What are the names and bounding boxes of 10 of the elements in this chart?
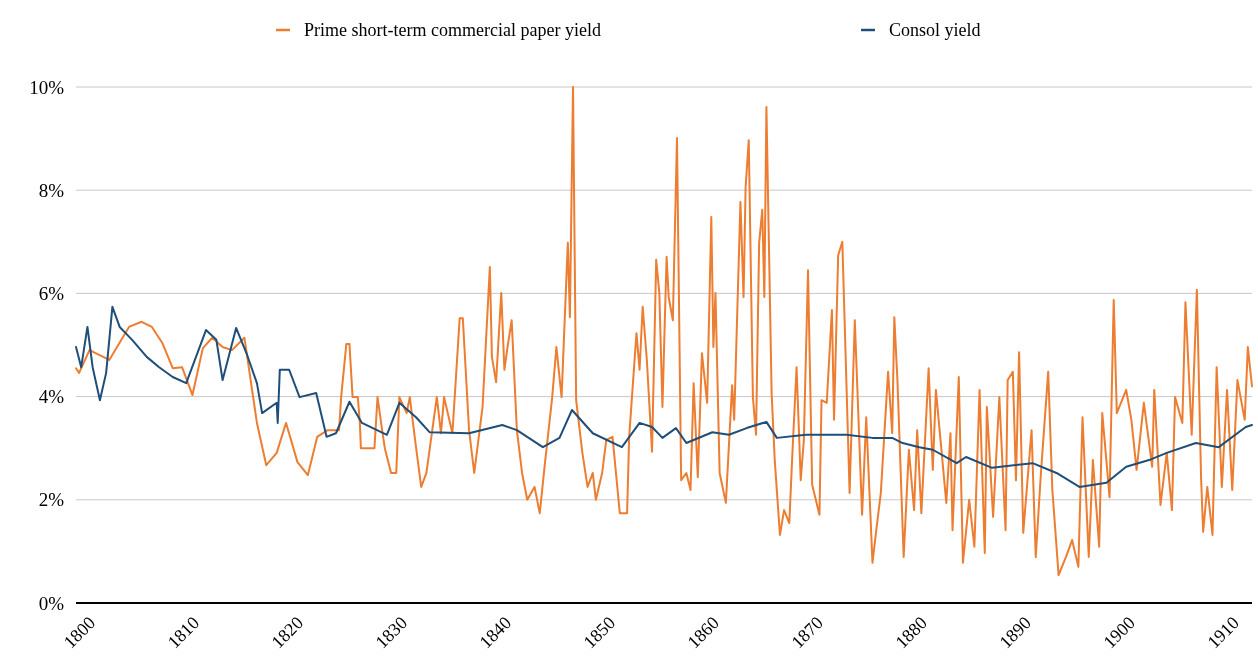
legend-label: Prime short-term commercial paper yield	[304, 20, 601, 41]
legend-label: Consol yield	[889, 20, 981, 41]
y-tick-label: 6%	[38, 283, 65, 305]
y-tick-label: 4%	[38, 386, 65, 408]
y-tick-label: 2%	[38, 489, 65, 511]
line-series	[75, 305, 1253, 488]
y-tick-label: 0%	[38, 592, 65, 614]
y-tick-label: 10%	[29, 76, 65, 98]
y-tick-label: 8%	[38, 179, 65, 201]
line-series	[75, 86, 1253, 577]
